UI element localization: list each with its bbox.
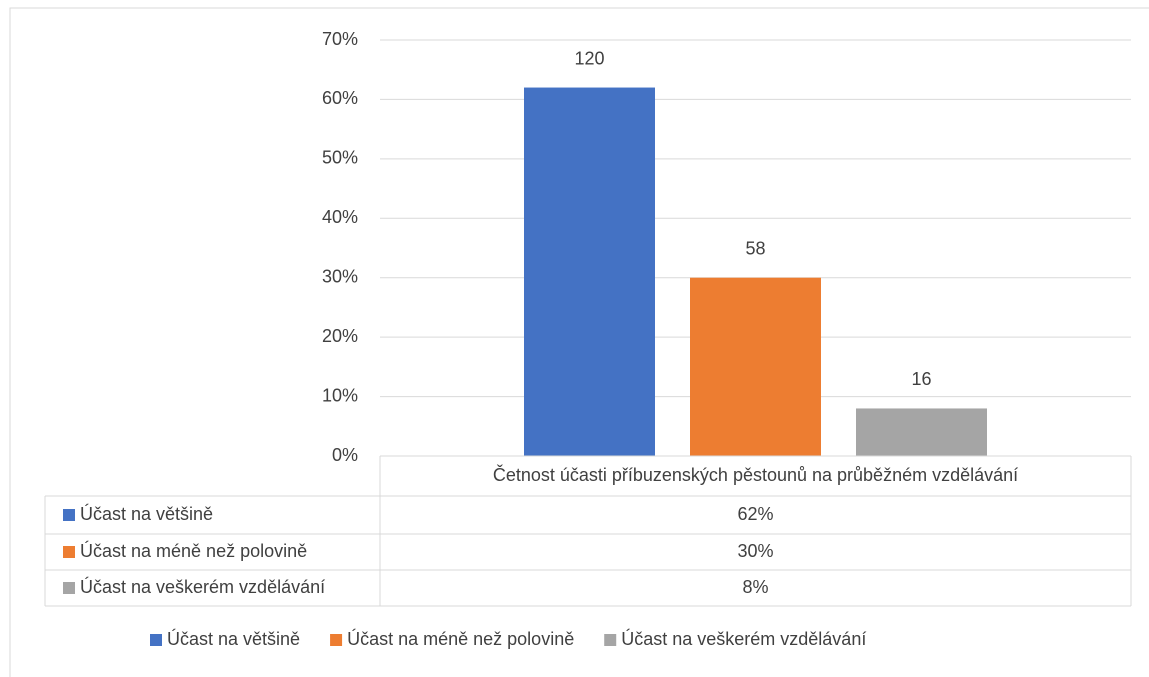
table-cell: 8% xyxy=(742,577,768,597)
legend-label: Účast na veškerém vzdělávání xyxy=(621,628,866,649)
bar xyxy=(524,87,655,457)
y-tick-label: 60% xyxy=(322,88,358,108)
table-legend-key xyxy=(63,546,75,558)
y-tick-label: 20% xyxy=(322,326,358,346)
table-row-label: Účast na veškerém vzdělávání xyxy=(80,576,325,597)
bar xyxy=(856,408,987,456)
legend-key xyxy=(604,634,617,646)
table-legend-key xyxy=(63,582,75,594)
table-row-label: Účast na většině xyxy=(80,503,213,524)
legend-key xyxy=(150,634,162,646)
x-tick-label: Četnost účasti příbuzenských pěstounů na… xyxy=(493,464,1018,485)
data-label: 120 xyxy=(574,48,604,68)
bar xyxy=(690,277,821,456)
y-tick-label: 70% xyxy=(322,29,358,49)
data-label: 16 xyxy=(911,369,931,389)
legend-label: Účast na většině xyxy=(167,628,300,649)
y-tick-label: 10% xyxy=(322,385,358,405)
table-cell: 62% xyxy=(737,504,773,524)
data-label: 58 xyxy=(745,238,765,258)
y-tick-label: 50% xyxy=(322,148,358,168)
y-tick-label: 0% xyxy=(332,445,358,465)
table-legend-key xyxy=(63,509,75,521)
y-tick-label: 40% xyxy=(322,207,358,227)
table-row-label: Účast na méně než polovině xyxy=(80,540,307,561)
table-cell: 30% xyxy=(737,541,773,561)
legend-key xyxy=(330,634,343,646)
y-tick-label: 30% xyxy=(322,266,358,286)
legend-label: Účast na méně než polovině xyxy=(347,628,574,649)
